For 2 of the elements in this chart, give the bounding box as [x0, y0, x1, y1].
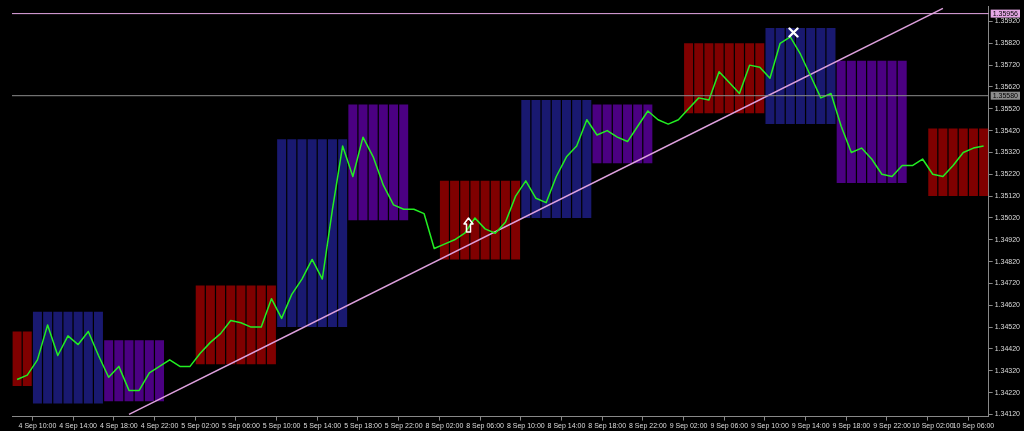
bar: [348, 104, 358, 221]
bar: [765, 28, 775, 125]
